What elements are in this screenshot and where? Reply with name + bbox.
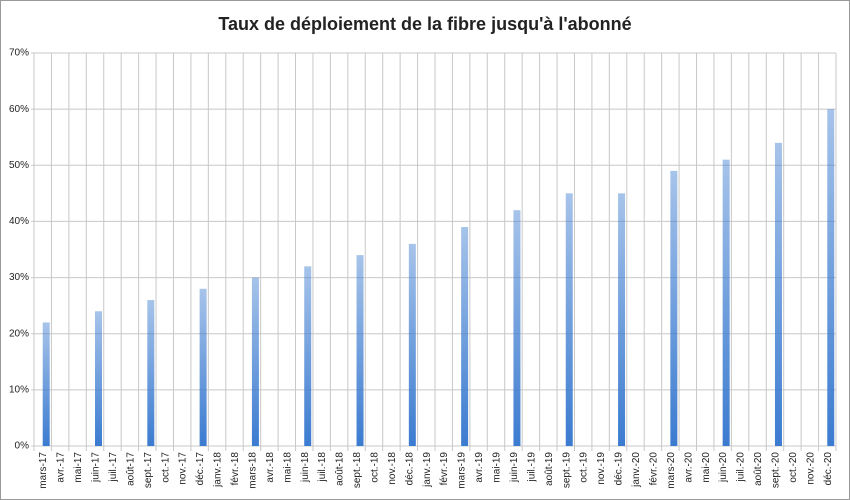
x-tick-label: juin-20 bbox=[718, 452, 729, 483]
x-tick-label: nov.-17 bbox=[178, 452, 189, 485]
x-tick-label: août-19 bbox=[544, 452, 555, 486]
x-tick-label: août-18 bbox=[335, 452, 346, 486]
bar bbox=[251, 277, 259, 446]
x-tick-label: juil.-19 bbox=[526, 452, 537, 483]
bar bbox=[827, 109, 835, 447]
x-tick-label: juil.-20 bbox=[736, 452, 747, 483]
x-tick-label: nov.-18 bbox=[387, 452, 398, 485]
bar bbox=[722, 159, 730, 446]
x-tick-label: sept.-17 bbox=[143, 452, 154, 489]
x-tick-label: oct.-17 bbox=[160, 452, 171, 483]
x-tick-label: nov.-20 bbox=[805, 452, 816, 485]
x-tick-label: sept.-20 bbox=[770, 452, 781, 489]
x-tick-label: août-17 bbox=[125, 452, 136, 486]
bar bbox=[565, 193, 573, 446]
x-tick-label: mai-18 bbox=[282, 452, 293, 483]
chart-title: Taux de déploiement de la fibre jusqu'à … bbox=[218, 14, 631, 34]
bar bbox=[356, 255, 364, 446]
bar bbox=[618, 193, 626, 446]
x-tick-label: janv.-20 bbox=[631, 452, 642, 488]
y-tick-label: 60% bbox=[9, 104, 29, 115]
x-tick-label: avr.-17 bbox=[56, 452, 67, 483]
x-tick-label: mars-18 bbox=[247, 452, 258, 489]
x-tick-label: mars-19 bbox=[457, 452, 468, 489]
x-tick-label: janv.-18 bbox=[213, 452, 224, 488]
y-tick-label: 20% bbox=[9, 328, 29, 339]
x-tick-label: mars-20 bbox=[666, 452, 677, 489]
x-tick-label: mai-19 bbox=[492, 452, 503, 483]
y-tick-label: 10% bbox=[9, 384, 29, 395]
bar bbox=[670, 170, 678, 446]
x-tick-label: mars-17 bbox=[38, 452, 49, 489]
x-tick-label: mai-17 bbox=[73, 452, 84, 483]
y-tick-label: 40% bbox=[9, 216, 29, 227]
x-tick-label: oct.-20 bbox=[788, 452, 799, 483]
y-tick-label: 30% bbox=[9, 272, 29, 283]
x-tick-label: janv.-19 bbox=[422, 452, 433, 488]
y-tick-label: 50% bbox=[9, 160, 29, 171]
x-tick-label: févr.-20 bbox=[648, 452, 659, 486]
x-tick-label: déc.-20 bbox=[823, 452, 834, 486]
x-tick-label: mai-20 bbox=[701, 452, 712, 483]
x-tick-label: sept.-18 bbox=[352, 452, 363, 489]
bar bbox=[461, 227, 469, 446]
x-tick-label: avr.-19 bbox=[474, 452, 485, 483]
x-tick-label: févr.-18 bbox=[230, 452, 241, 486]
x-tick-label: nov.-19 bbox=[596, 452, 607, 485]
bar bbox=[199, 288, 207, 446]
x-tick-label: juil.-17 bbox=[108, 452, 119, 483]
x-tick-label: avr.-20 bbox=[683, 452, 694, 483]
bar bbox=[147, 300, 155, 446]
x-tick-label: juin-17 bbox=[91, 452, 102, 483]
x-tick-label: juin-18 bbox=[300, 452, 311, 483]
x-tick-label: juin-19 bbox=[509, 452, 520, 483]
bar bbox=[513, 210, 521, 446]
x-tick-label: déc.-18 bbox=[404, 452, 415, 486]
bar bbox=[408, 243, 416, 446]
x-tick-label: juil.-18 bbox=[317, 452, 328, 483]
x-tick-label: oct.-19 bbox=[579, 452, 590, 483]
bar bbox=[304, 266, 312, 446]
x-tick-label: déc.-19 bbox=[614, 452, 625, 486]
x-tick-label: févr.-19 bbox=[439, 452, 450, 486]
bar bbox=[42, 322, 50, 446]
x-tick-label: sept.-19 bbox=[561, 452, 572, 489]
x-tick-label: août-20 bbox=[753, 452, 764, 486]
bar bbox=[95, 311, 103, 446]
x-tick-label: avr.-18 bbox=[265, 452, 276, 483]
y-tick-label: 0% bbox=[15, 441, 30, 452]
y-tick-label: 70% bbox=[9, 48, 29, 59]
x-tick-label: déc.-17 bbox=[195, 452, 206, 486]
x-tick-label: oct.-18 bbox=[369, 452, 380, 483]
bar bbox=[774, 142, 782, 447]
